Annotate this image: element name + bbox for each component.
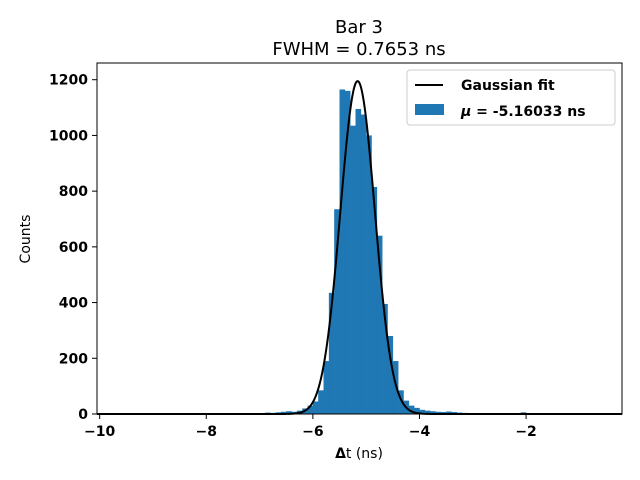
legend-bar-swatch xyxy=(415,104,444,115)
legend-mu-symbol: μ xyxy=(460,104,471,120)
histogram-bar xyxy=(312,401,319,414)
x-tick-label: −8 xyxy=(196,424,217,440)
histogram-bar xyxy=(414,407,420,414)
histogram-bar xyxy=(408,405,415,414)
histogram-bar xyxy=(339,89,346,414)
histogram-bar xyxy=(360,114,367,415)
legend: Gaussian fit μ = -5.16033 ns xyxy=(406,69,616,126)
y-tick-label: 1200 xyxy=(49,73,88,89)
plot-frame xyxy=(96,62,623,415)
y-tick-label: 0 xyxy=(78,407,88,423)
y-tick-label: 800 xyxy=(59,184,88,200)
legend-mu-label: μ = -5.16033 ns xyxy=(460,104,586,120)
y-tick-label: 400 xyxy=(59,296,88,312)
histogram-bar xyxy=(307,405,314,414)
axes: −10 −8 −6 −4 −2 0 200 400 600 800 1000 1200 xyxy=(49,62,623,440)
chart-subtitle: FWHM = 0.7653 ns xyxy=(272,39,445,60)
histogram-bar xyxy=(376,235,383,414)
histogram-bar xyxy=(344,90,351,414)
histogram-bar xyxy=(328,292,335,414)
y-axis-label: Counts xyxy=(18,215,34,264)
histogram-bar xyxy=(382,303,388,414)
y-tick-label: 200 xyxy=(59,351,88,367)
x-axis-label-delta: Δ xyxy=(335,446,346,462)
histogram-bar xyxy=(366,135,372,414)
histogram-bars xyxy=(254,89,527,415)
histogram-bar xyxy=(424,410,431,414)
x-axis-label-unit: t (ns) xyxy=(346,446,383,462)
histogram-bar xyxy=(280,411,287,414)
legend-mu-value: = -5.16033 ns xyxy=(471,104,585,120)
histogram-bar xyxy=(350,125,356,414)
x-tick-label: −6 xyxy=(302,424,323,440)
y-tick-label: 600 xyxy=(59,240,88,256)
histogram-bar xyxy=(435,411,442,414)
y-tick-label: 1000 xyxy=(49,128,88,144)
histogram-bar xyxy=(387,336,394,414)
histogram-bar xyxy=(398,390,404,414)
chart-title: Bar 3 xyxy=(335,17,383,38)
x-axis-label: Δt (ns) xyxy=(335,446,383,462)
histogram-bar xyxy=(430,411,436,414)
histogram-bar xyxy=(446,411,452,414)
x-tick-label: −2 xyxy=(515,424,536,440)
histogram-bar xyxy=(419,409,426,414)
histogram-bar xyxy=(355,108,362,414)
histogram-bar xyxy=(371,186,378,414)
histogram-bar xyxy=(334,209,340,414)
histogram-bar xyxy=(318,390,324,414)
histogram-bar xyxy=(286,411,292,414)
legend-box xyxy=(406,69,616,126)
x-tick-label: −4 xyxy=(409,424,431,440)
x-tick-label: −10 xyxy=(84,424,115,440)
histogram-bar xyxy=(323,361,330,414)
legend-fit-label: Gaussian fit xyxy=(461,78,555,94)
